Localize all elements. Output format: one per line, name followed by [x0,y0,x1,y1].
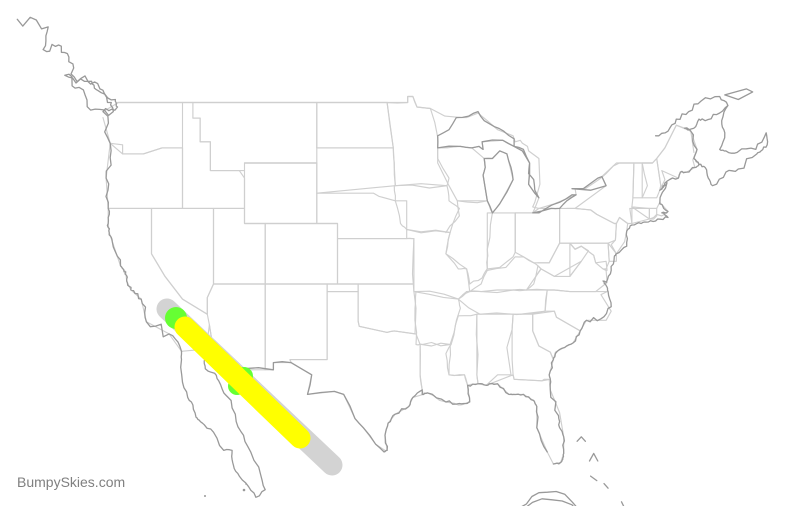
svg-text:BumpySkies.com: BumpySkies.com [17,474,125,490]
